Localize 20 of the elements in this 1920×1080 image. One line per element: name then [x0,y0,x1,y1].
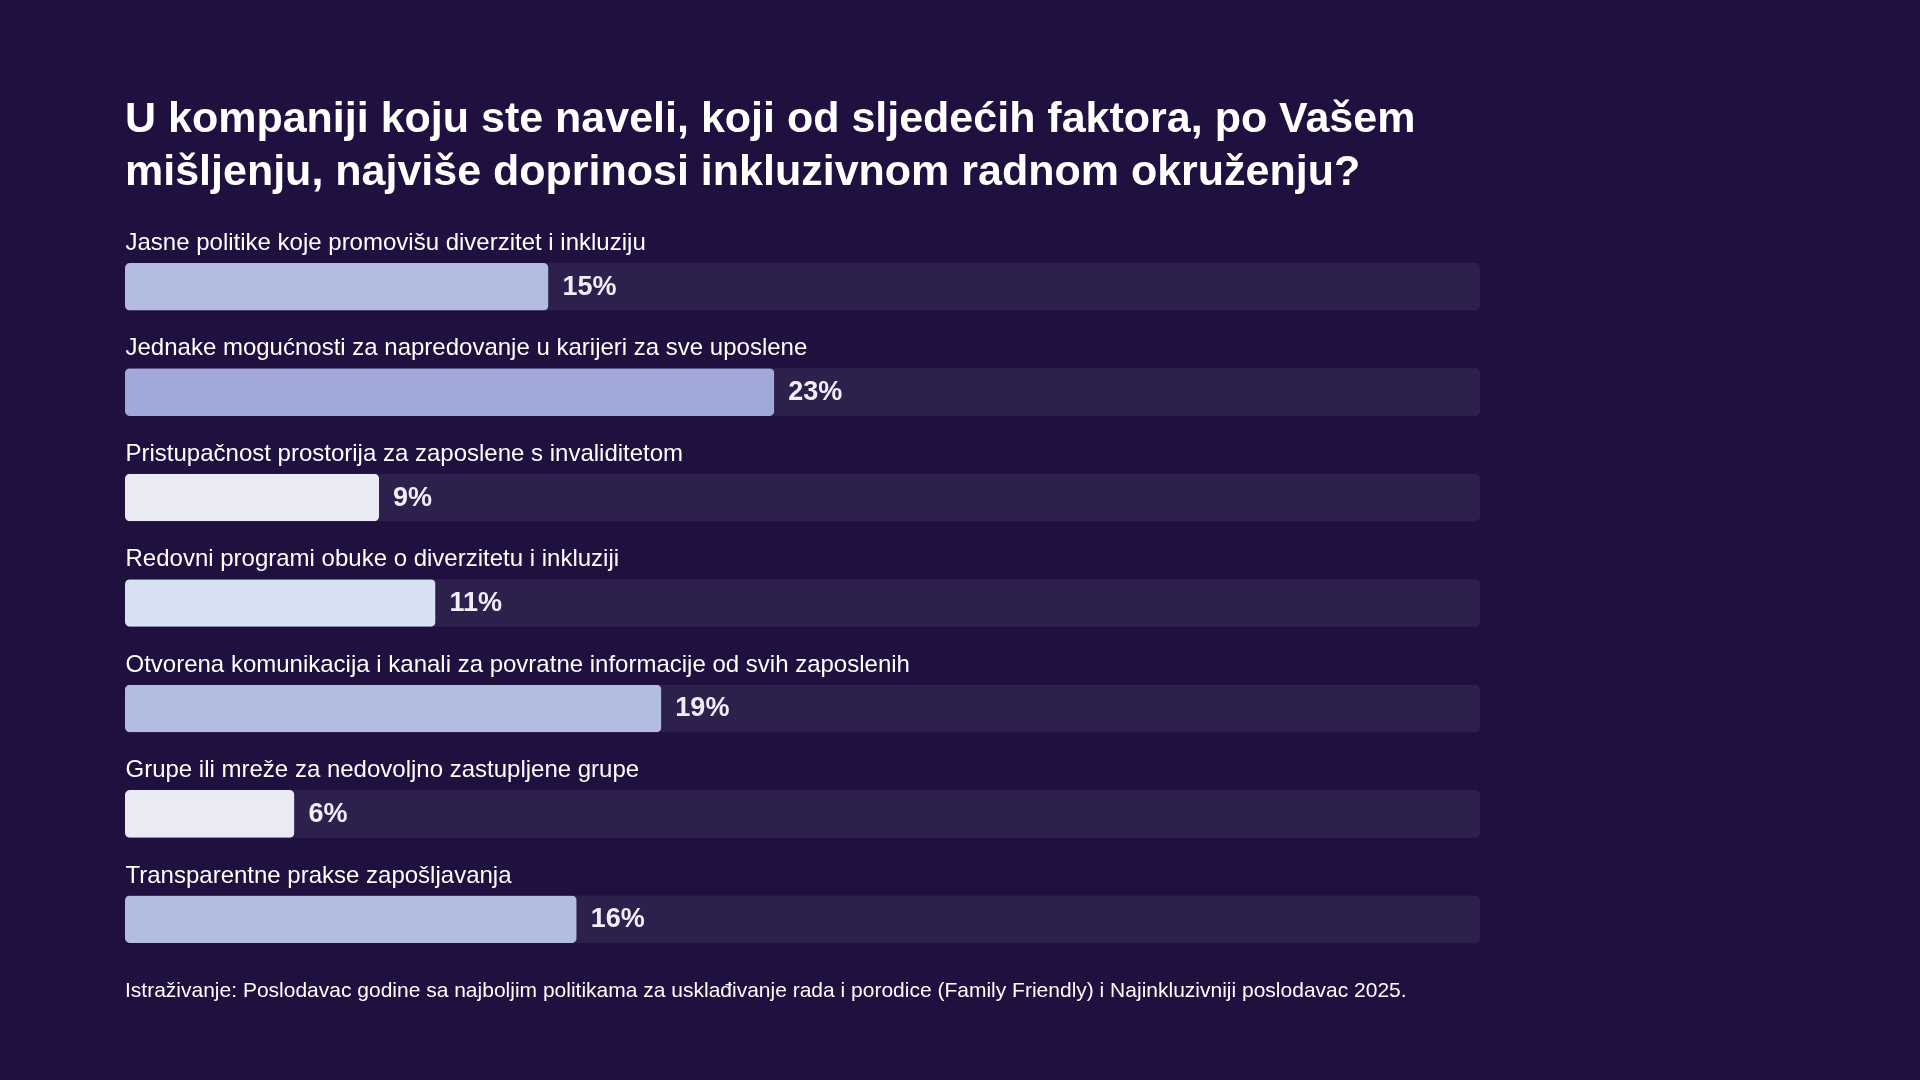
y-tick-label: Jednake mogućnosti za napredovanje u karijeri za sve uposlene [125,333,808,361]
y-tick-label: Otvorena komunikacija i kanali za povratne informacije od svih zaposlenih [125,649,910,677]
data-label: 6% [308,797,348,828]
y-tick-label: Transparentne prakse zapošljavanja [125,860,513,888]
y-tick-label: Grupe ili mreže za nedovoljno zastupljene grupe [125,755,640,783]
bar [125,790,295,838]
data-label: 9% [393,481,433,512]
text: Istraživanje: Poslodavac godine sa najboljim politikama za usklađivanje rada i porodice (Family Friendly) i Najinkluzivniji poslodavac 2025. [125,978,1407,1001]
data-label: 23% [788,376,843,407]
bar [125,262,549,311]
data-label: 15% [562,270,617,301]
y-tick-label: Redovni programi obuke o diverzitetu i inkluziji [125,544,620,572]
y-tick-label: Jasne politike koje promovišu diverzitet i inkluziju [125,227,646,255]
chart-title: U kompaniji koju ste naveli, koji od sljedećih faktora, po Vašem mišljenju, najviše doprinosi inkluzivnom radnom okruženju? [125,93,1416,195]
bar [125,473,380,522]
bar [125,579,436,627]
data-label: 11% [449,587,503,617]
y-tick-label: Pristupačnost prostorija za zaposlene s invaliditetom [125,438,684,466]
data-label: 19% [675,692,730,723]
data-label: 16% [590,903,645,934]
